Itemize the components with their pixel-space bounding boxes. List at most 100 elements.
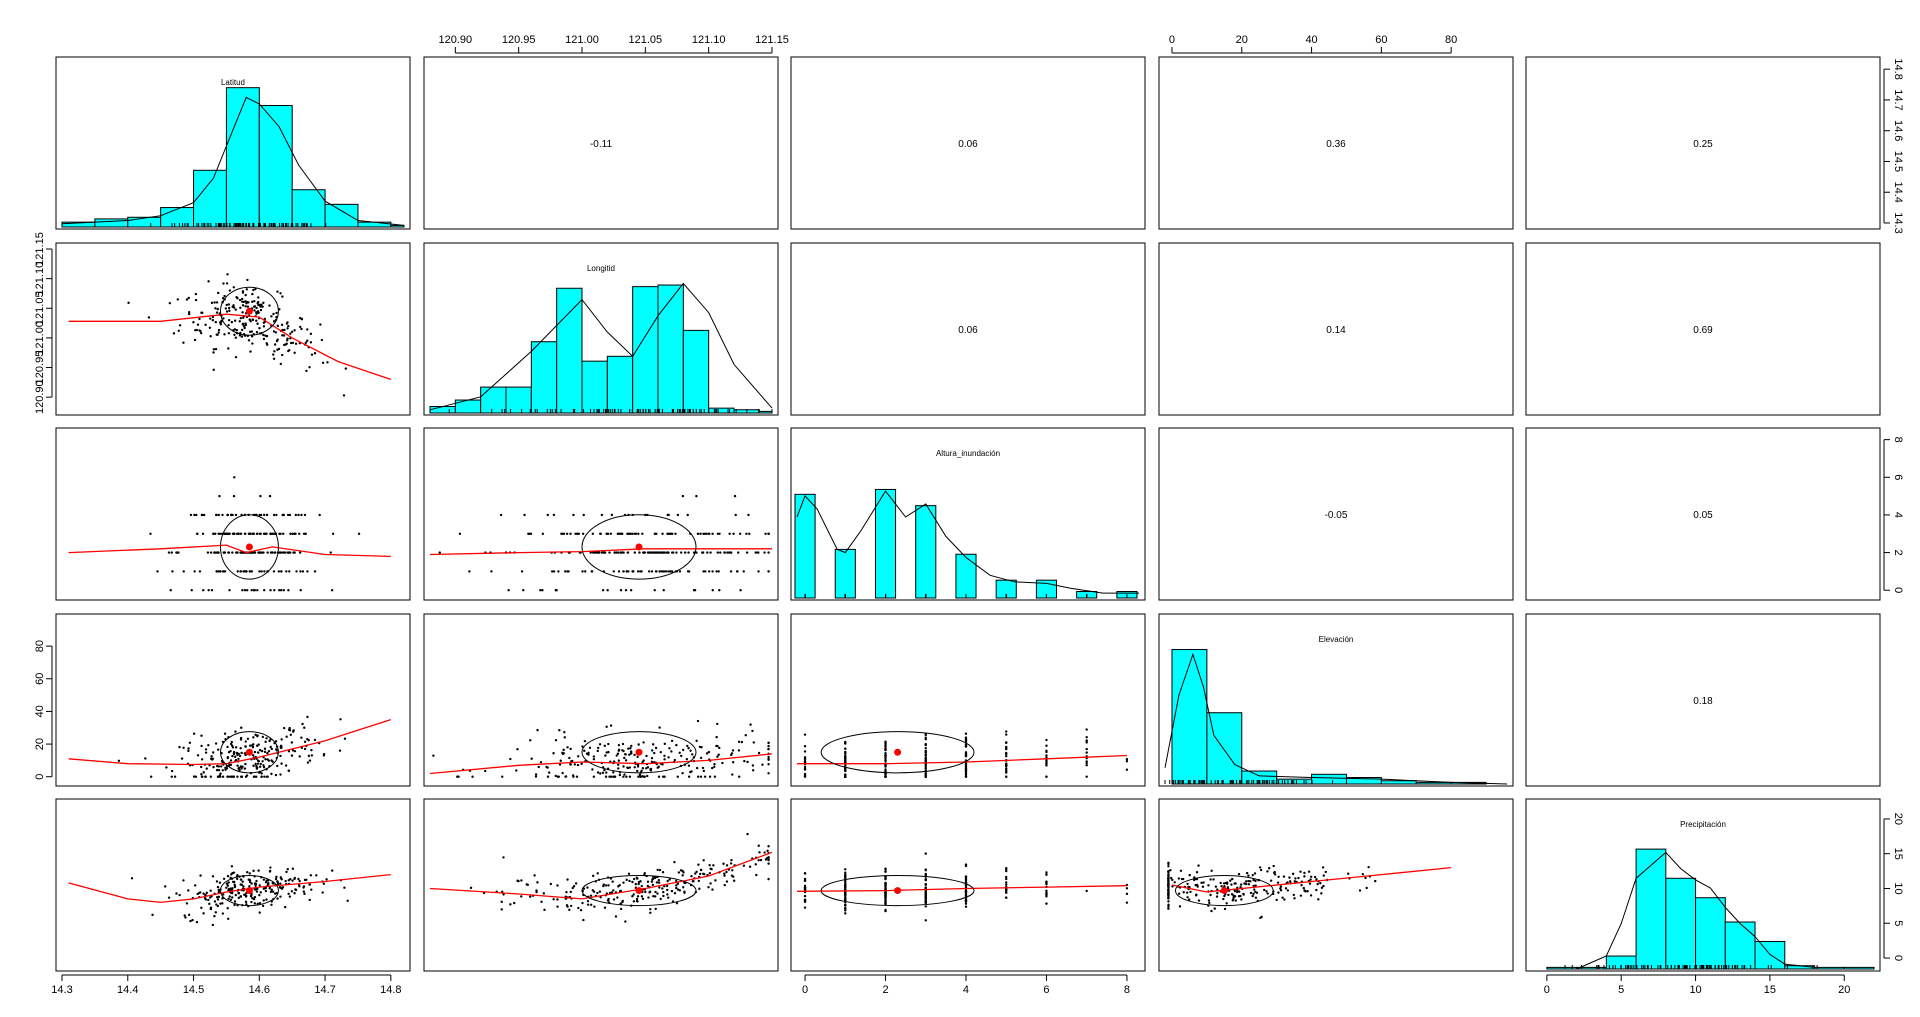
scatter-point (212, 368, 215, 372)
scatter-point (702, 532, 705, 535)
panel-r0-c4: 0.25 (1525, 56, 1881, 230)
scatter-point (767, 877, 770, 881)
scatter-point (178, 324, 182, 327)
scatter-point (723, 874, 726, 877)
scatter-point (232, 286, 235, 289)
scatter-point (681, 771, 684, 775)
scatter-point (306, 328, 309, 331)
scatter-point (598, 743, 602, 746)
scatter-point (1232, 898, 1235, 901)
scatter-point (533, 874, 536, 877)
scatter-point (244, 293, 247, 297)
correlation-value: 0.25 (1693, 139, 1713, 150)
scatter-point (646, 884, 649, 888)
scatter-point (222, 877, 226, 881)
scatter-point (562, 752, 565, 755)
scatter-point (699, 868, 703, 872)
scatter-point (708, 532, 711, 535)
scatter-point (258, 901, 262, 905)
scatter-point (226, 907, 229, 910)
scatter-point (598, 890, 602, 893)
scatter-point (208, 902, 211, 906)
scatter-point (1125, 887, 1129, 890)
scatter-point (263, 750, 267, 754)
panel-frame (1158, 798, 1514, 972)
scatter-point (252, 736, 255, 739)
scatter-point (500, 900, 503, 904)
scatter-point (263, 775, 266, 778)
scatter-point (233, 883, 236, 886)
scatter-point (569, 532, 572, 535)
scatter-point (258, 570, 261, 573)
scatter-point (251, 532, 255, 535)
panel-frame (1525, 56, 1881, 230)
scatter-point (668, 747, 671, 750)
panel-frame (1525, 613, 1881, 787)
scatter-point (1259, 868, 1263, 872)
scatter-point (661, 532, 664, 535)
scatter-point (645, 754, 648, 758)
correlation-ellipse (581, 731, 697, 774)
scatter-point (251, 342, 254, 345)
scatter-point (469, 886, 473, 890)
scatter-point (1202, 881, 1205, 884)
scatter-point (554, 774, 557, 778)
scatter-point (458, 532, 462, 535)
scatter-point (924, 919, 927, 922)
scatter-point (1210, 869, 1213, 872)
scatter-point (306, 737, 309, 741)
scatter-point (690, 874, 693, 878)
scatter-point (246, 278, 249, 282)
scatter-point (617, 570, 621, 573)
scatter-point (732, 879, 736, 882)
scatter-point (674, 532, 677, 535)
scatter-point (844, 868, 847, 871)
scatter-point (259, 305, 262, 308)
scatter-point (223, 551, 226, 554)
scatter-point (211, 923, 215, 927)
loess-smooth-line (797, 754, 1127, 765)
y-tick-label: 2 (1892, 550, 1904, 556)
scatter-point (592, 775, 596, 778)
scatter-point (581, 745, 584, 748)
scatter-point (542, 892, 546, 895)
scatter-point (301, 570, 305, 573)
scatter-point (331, 869, 334, 872)
scatter-point (615, 551, 618, 554)
scatter-point (241, 297, 244, 301)
scatter-point (225, 882, 229, 885)
scatter-point (693, 589, 697, 592)
scatter-point (246, 870, 249, 874)
scatter-point (221, 775, 225, 778)
scatter-point (844, 912, 847, 915)
correlation-value: 0.06 (958, 325, 978, 336)
scatter-point (269, 890, 273, 894)
scatter-point (204, 748, 208, 751)
scatter-point (687, 764, 691, 767)
scatter-point (232, 880, 236, 884)
scatter-point (1252, 878, 1255, 882)
scatter-point (509, 757, 512, 761)
scatter-point (541, 589, 544, 592)
scatter-point (260, 303, 263, 307)
scatter-point (258, 551, 261, 554)
scatter-point (170, 775, 173, 778)
scatter-point (617, 763, 620, 767)
scatter-point (217, 331, 220, 334)
scatter-point (239, 765, 243, 768)
scatter-point (651, 878, 654, 881)
scatter-point (1244, 882, 1248, 886)
scatter-point (1265, 890, 1268, 893)
scatter-point (221, 912, 225, 915)
scatter-point (196, 323, 200, 326)
y-tick-label: 0 (34, 774, 46, 780)
scatter-point (269, 866, 272, 869)
scatter-point (262, 301, 265, 305)
scatter-point (320, 338, 324, 342)
scatter-point (232, 871, 236, 874)
scatter-point (708, 775, 712, 778)
scatter-point (1347, 872, 1350, 875)
scatter-point (574, 882, 578, 885)
scatter-point (193, 884, 197, 887)
scatter-point (767, 858, 770, 862)
